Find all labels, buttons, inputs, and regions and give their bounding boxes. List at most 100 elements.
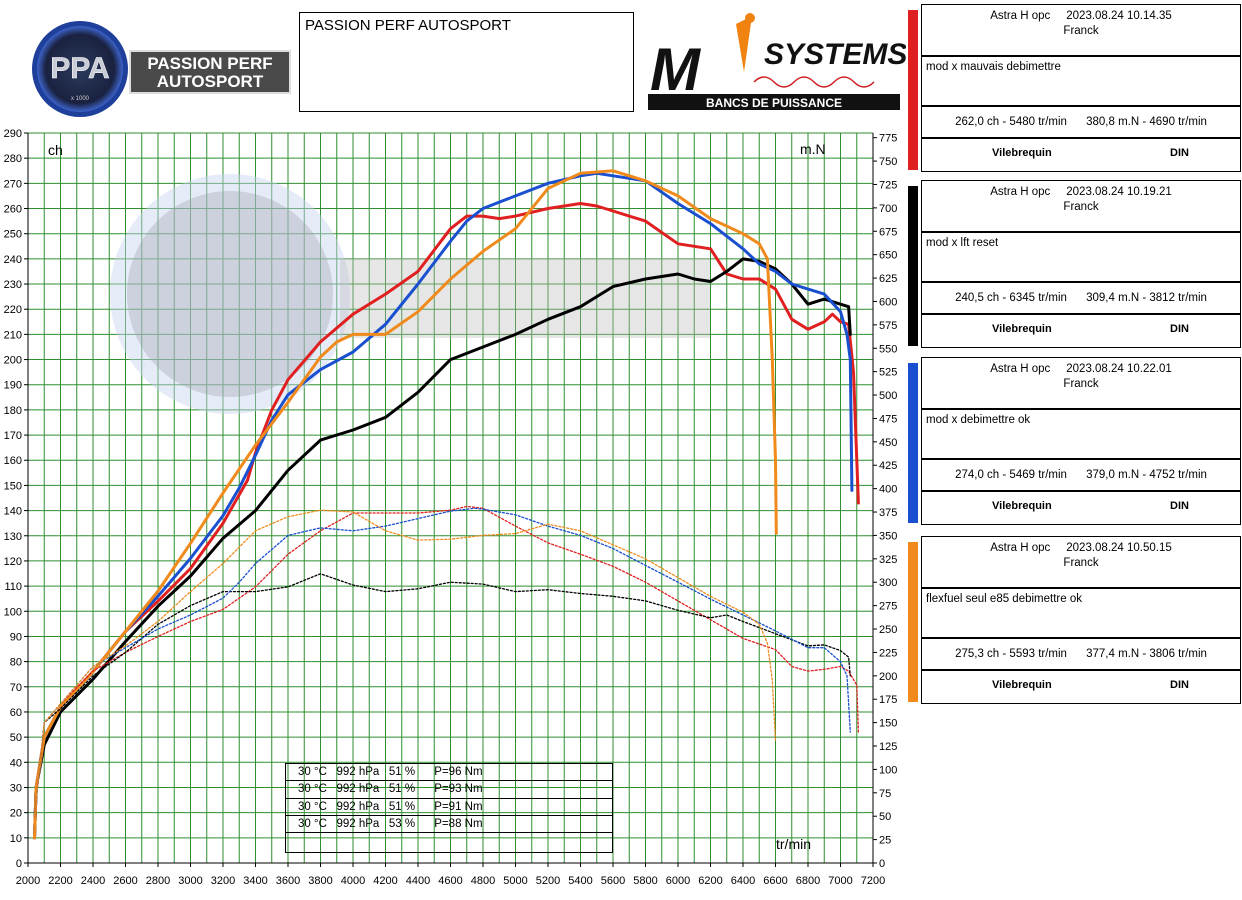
legend-header: Astra H opc 2023.08.24 10.19.21 Franck: [921, 180, 1241, 232]
torque-curve: [33, 507, 851, 817]
left-tick-label: 200: [4, 355, 22, 367]
x-tick-label: 2800: [146, 875, 170, 887]
left-tick-label: 230: [4, 279, 22, 291]
conditions-row: 30 °C 992 hPa 53 % P=88 Nm: [286, 816, 612, 834]
power-curve: [33, 171, 854, 840]
right-tick-label: 325: [879, 554, 897, 566]
x-tick-label: 2000: [16, 875, 40, 887]
x-tick-label: 3600: [276, 875, 300, 887]
x-tick-label: 6800: [796, 875, 820, 887]
right-tick-label: 775: [879, 133, 897, 145]
left-tick-label: 60: [10, 707, 22, 719]
left-tick-label: 250: [4, 229, 22, 241]
conditions-row: 30 °C 992 hPa 51 % P=91 Nm: [286, 799, 612, 816]
torque-curve: [33, 573, 851, 817]
legend-session: Astra H opc 2023.08.24 10.14.35: [990, 10, 1172, 22]
legend-block: Astra H opc 2023.08.24 10.50.15 Franck fle…: [906, 536, 1241, 704]
left-tick-label: 280: [4, 153, 22, 165]
power-curve: [33, 257, 852, 840]
legend-header: Astra H opc 2023.08.24 10.14.35 Franck: [921, 4, 1241, 56]
legend-reference: Vilebrequin: [992, 500, 1052, 512]
x-tick-label: 4200: [373, 875, 397, 887]
left-tick-label: 20: [10, 808, 22, 820]
logo-line1: PASSION PERF: [147, 54, 272, 73]
x-unit-label: tr/min: [776, 836, 811, 852]
x-tick-label: 6200: [698, 875, 722, 887]
x-tick-label: 4400: [406, 875, 430, 887]
legend-reference: Vilebrequin: [992, 323, 1052, 335]
x-tick-label: 2200: [48, 875, 72, 887]
legend-peak-values: 262,0 ch - 5480 tr/min 380,8 m.N - 4690 …: [921, 106, 1241, 138]
right-tick-label: 300: [879, 577, 897, 589]
legend-norm: DIN: [1170, 147, 1189, 159]
right-tick-label: 25: [879, 835, 891, 847]
right-tick-label: 175: [879, 694, 897, 706]
torque-curve: [33, 505, 860, 817]
right-tick-label: 500: [879, 390, 897, 402]
right-tick-label: 725: [879, 179, 897, 191]
left-tick-label: 70: [10, 682, 22, 694]
legend-peak-values: 274,0 ch - 5469 tr/min 379,0 m.N - 4752 …: [921, 459, 1241, 491]
x-tick-label: 4000: [341, 875, 365, 887]
right-tick-label: 650: [879, 250, 897, 262]
right-tick-label: 100: [879, 764, 897, 776]
right-tick-label: 425: [879, 460, 897, 472]
x-tick-label: 3000: [178, 875, 202, 887]
logo-systems: SYSTEMS: [764, 38, 906, 71]
watermark-gauge: [110, 174, 350, 414]
left-tick-label: 10: [10, 833, 22, 845]
left-tick-label: 160: [4, 455, 22, 467]
x-tick-label: 4800: [471, 875, 495, 887]
left-tick-label: 90: [10, 631, 22, 643]
x-tick-label: 6000: [666, 875, 690, 887]
left-tick-label: 220: [4, 304, 22, 316]
ppa-logo: PPA x 1000 PASSION PERF AUTOSPORT: [30, 18, 292, 120]
mi-systems-logo: M SYSTEMS BANCS DE PUISSANCE: [644, 12, 907, 114]
x-tick-label: 6400: [731, 875, 755, 887]
legend-comment: mod x lft reset: [921, 232, 1241, 282]
legend-peak-values: 275,3 ch - 5593 tr/min 377,4 m.N - 3806 …: [921, 638, 1241, 670]
x-tick-label: 3200: [211, 875, 235, 887]
legend-footer: Vilebrequin DIN: [921, 314, 1241, 348]
legend-reference: Vilebrequin: [992, 147, 1052, 159]
left-tick-label: 180: [4, 405, 22, 417]
legend-comment: mod x mauvais debimettre: [921, 56, 1241, 106]
legend-operator: Franck: [1063, 25, 1099, 37]
x-tick-label: 3800: [308, 875, 332, 887]
title-text: PASSION PERF AUTOSPORT: [305, 17, 511, 34]
x-tick-label: 5400: [568, 875, 592, 887]
right-tick-label: 225: [879, 647, 897, 659]
right-tick-label: 250: [879, 624, 897, 636]
left-tick-label: 140: [4, 506, 22, 518]
gauge-unit: x 1000: [71, 96, 90, 102]
right-tick-label: 750: [879, 156, 897, 168]
right-unit-label: m.N: [800, 141, 826, 157]
right-tick-label: 125: [879, 741, 897, 753]
legend-header: Astra H opc 2023.08.24 10.50.15 Franck: [921, 536, 1241, 588]
legend-block: Astra H opc 2023.08.24 10.19.21 Franck mod…: [906, 180, 1241, 348]
legend-norm: DIN: [1170, 323, 1189, 335]
conditions-row: 30 °C 992 hPa 51 % P=93 Nm: [286, 781, 612, 799]
x-tick-label: 7200: [861, 875, 885, 887]
right-tick-label: 550: [879, 343, 897, 355]
right-tick-label: 75: [879, 788, 891, 800]
legend-comment: mod x debimettre ok: [921, 409, 1241, 459]
x-tick-label: 2600: [113, 875, 137, 887]
torque-curve: [33, 509, 777, 817]
legend-reference: Vilebrequin: [992, 679, 1052, 691]
left-tick-label: 30: [10, 782, 22, 794]
right-tick-label: 50: [879, 811, 891, 823]
right-tick-label: 275: [879, 601, 897, 613]
left-tick-label: 210: [4, 329, 22, 341]
x-tick-label: 4600: [438, 875, 462, 887]
right-tick-label: 525: [879, 367, 897, 379]
logo-sub: BANCS DE PUISSANCE: [706, 96, 842, 110]
legend-footer: Vilebrequin DIN: [921, 670, 1241, 704]
right-tick-label: 625: [879, 273, 897, 285]
legend-color-bar: [908, 186, 918, 346]
right-tick-label: 200: [879, 671, 897, 683]
legend-peak-values: 240,5 ch - 6345 tr/min 309,4 m.N - 3812 …: [921, 282, 1241, 314]
left-unit-label: ch: [48, 142, 63, 158]
conditions-table: 30 °C 992 hPa 51 % P=96 Nm 30 °C 992 hPa…: [285, 763, 613, 853]
left-tick-label: 100: [4, 606, 22, 618]
